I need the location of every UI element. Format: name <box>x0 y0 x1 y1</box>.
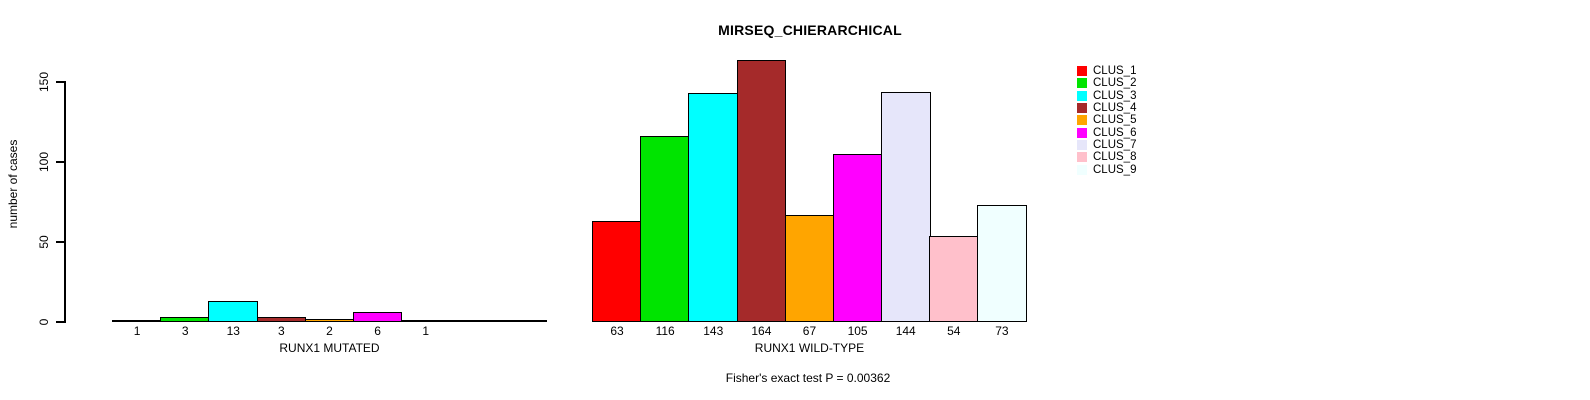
legend-label: CLUS_3 <box>1093 89 1137 102</box>
y-axis-tick <box>56 81 66 83</box>
bar <box>497 320 547 322</box>
bar <box>640 136 690 322</box>
bar-value-label: 67 <box>802 324 817 338</box>
bar-value-label: 1 <box>133 324 141 338</box>
y-axis-tick-label: 0 <box>37 318 51 326</box>
legend-row: CLUS_6 <box>1077 127 1136 139</box>
legend-swatch <box>1077 127 1087 138</box>
legend-swatch <box>1077 66 1087 77</box>
legend-row: CLUS_3 <box>1077 90 1136 102</box>
bar <box>400 320 451 322</box>
legend-label: CLUS_9 <box>1093 163 1137 176</box>
bar <box>160 317 210 322</box>
bar <box>449 320 499 322</box>
legend-label: CLUS_6 <box>1093 126 1137 139</box>
bar-value-label: 144 <box>895 324 916 338</box>
y-axis-label: number of cases <box>6 139 20 229</box>
legend-swatch <box>1077 140 1087 151</box>
y-axis-tick <box>56 161 66 163</box>
bar <box>304 318 355 322</box>
legend-label: CLUS_4 <box>1093 102 1137 115</box>
legend-swatch <box>1077 78 1087 89</box>
legend-row: CLUS_5 <box>1077 114 1136 126</box>
bar-value-label: 164 <box>751 324 772 338</box>
y-axis-line <box>64 82 66 322</box>
chart-title: MIRSEQ_CHIERARCHICAL <box>718 22 902 38</box>
y-axis-tick-label: 150 <box>37 71 51 93</box>
legend-swatch <box>1077 115 1087 126</box>
bar <box>784 214 835 322</box>
legend-swatch <box>1077 90 1087 101</box>
x-axis-group-label: RUNX1 MUTATED <box>279 341 380 355</box>
bar-value-label: 3 <box>181 324 189 338</box>
legend-row: CLUS_9 <box>1077 164 1136 176</box>
legend-label: CLUS_5 <box>1093 114 1137 127</box>
bar-value-label: 73 <box>995 324 1009 338</box>
bar <box>736 59 787 322</box>
bar-value-label: 13 <box>226 324 240 338</box>
y-axis-tick-label: 100 <box>37 151 51 173</box>
legend-row: CLUS_4 <box>1077 102 1136 114</box>
y-axis-tick <box>56 241 66 243</box>
bar-value-label: 3 <box>278 324 285 338</box>
legend-row: CLUS_1 <box>1077 65 1136 77</box>
bar <box>112 320 162 322</box>
bar-value-label: 6 <box>374 324 381 338</box>
bar <box>592 221 642 322</box>
bar-value-label: 1 <box>422 324 430 338</box>
bar <box>352 312 403 322</box>
bar <box>208 301 259 322</box>
legend-row: CLUS_7 <box>1077 139 1136 151</box>
legend-swatch <box>1077 103 1087 114</box>
legend-row: CLUS_8 <box>1077 151 1136 163</box>
stat-annotation: Fisher's exact test P = 0.00362 <box>725 371 891 385</box>
bar-value-label: 143 <box>703 324 724 338</box>
legend-label: CLUS_8 <box>1093 151 1137 164</box>
legend-label: CLUS_2 <box>1093 77 1137 90</box>
legend-label: CLUS_7 <box>1093 139 1137 152</box>
bar <box>929 235 979 322</box>
legend: CLUS_1 CLUS_2 CLUS_3 CLUS_4 CLUS_5 CLUS_6 CLUS… <box>1077 65 1136 176</box>
bar-value-label: 54 <box>947 324 961 338</box>
bar-value-label: 105 <box>847 324 868 338</box>
y-axis-tick-label: 50 <box>37 235 51 249</box>
legend-swatch <box>1077 164 1087 175</box>
bar-value-label: 116 <box>655 324 675 338</box>
bar-value-label: 2 <box>326 324 333 338</box>
legend-label: CLUS_1 <box>1093 65 1137 78</box>
y-axis-tick <box>56 321 66 323</box>
bar <box>256 317 307 322</box>
bar <box>832 154 883 322</box>
bar-value-label: 63 <box>610 324 624 338</box>
legend-swatch <box>1077 152 1087 163</box>
x-axis-group-label: RUNX1 WILD-TYPE <box>754 341 865 355</box>
legend-row: CLUS_2 <box>1077 77 1136 89</box>
bar <box>688 93 739 322</box>
bar <box>977 205 1027 322</box>
bar <box>880 91 931 322</box>
